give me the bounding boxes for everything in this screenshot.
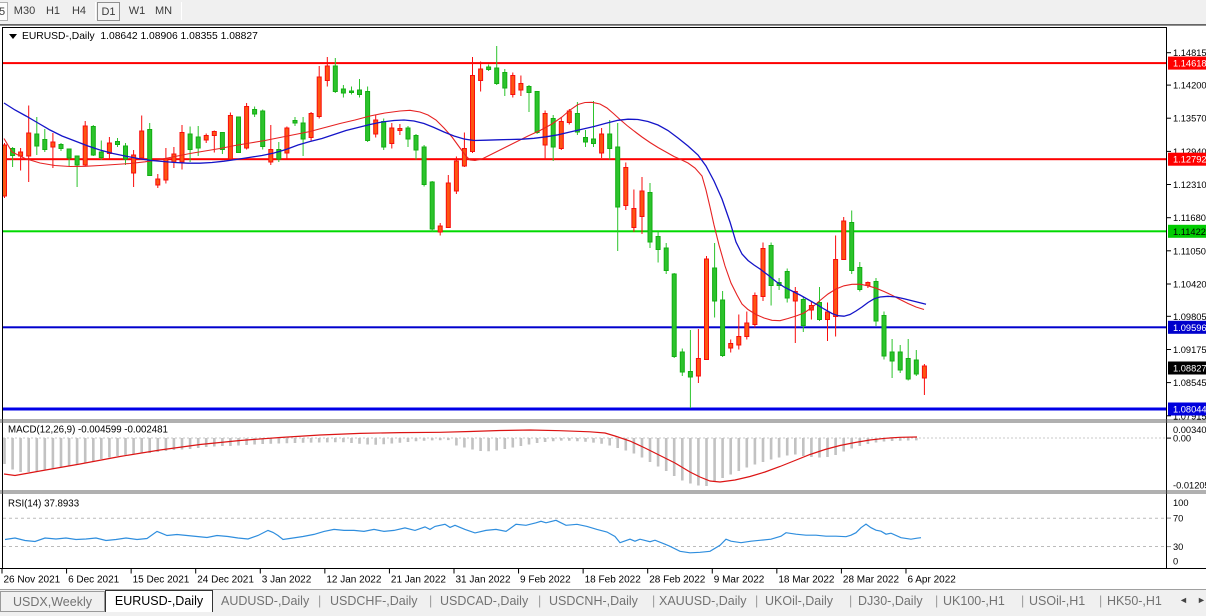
svg-text:70: 70 (1173, 514, 1183, 524)
svg-text:18 Feb 2022: 18 Feb 2022 (585, 575, 642, 586)
svg-text:1.13570: 1.13570 (1173, 114, 1206, 124)
svg-text:1.09175: 1.09175 (1173, 345, 1206, 355)
svg-text:0.003408: 0.003408 (1173, 425, 1206, 435)
svg-text:1.14200: 1.14200 (1173, 81, 1206, 91)
svg-text:1.11050: 1.11050 (1173, 246, 1206, 256)
svg-text:9 Feb 2022: 9 Feb 2022 (520, 575, 571, 586)
svg-text:-0.01205: -0.01205 (1173, 481, 1206, 491)
svg-text:15 Dec 2021: 15 Dec 2021 (133, 575, 190, 586)
svg-text:1.14815: 1.14815 (1173, 48, 1206, 58)
svg-text:1.09596: 1.09596 (1173, 323, 1206, 333)
svg-text:30: 30 (1173, 542, 1183, 552)
svg-text:0: 0 (1173, 557, 1178, 567)
svg-text:RSI(14) 37.8933: RSI(14) 37.8933 (8, 499, 79, 510)
svg-text:MACD(12,26,9) -0.004599 -0.002: MACD(12,26,9) -0.004599 -0.002481 (8, 425, 168, 436)
svg-text:1.08044: 1.08044 (1173, 405, 1206, 415)
svg-text:EURUSD-,Daily 1.08642 1.08906: EURUSD-,Daily 1.08642 1.08906 1.08355 1.… (22, 31, 258, 42)
svg-text:100: 100 (1173, 498, 1189, 508)
svg-text:18 Mar 2022: 18 Mar 2022 (778, 575, 835, 586)
svg-text:1.08545: 1.08545 (1173, 378, 1206, 388)
svg-text:28 Feb 2022: 28 Feb 2022 (649, 575, 706, 586)
svg-text:12 Jan 2022: 12 Jan 2022 (326, 575, 381, 586)
svg-text:3 Jan 2022: 3 Jan 2022 (262, 575, 312, 586)
svg-text:26 Nov 2021: 26 Nov 2021 (4, 575, 61, 586)
svg-text:28 Mar 2022: 28 Mar 2022 (843, 575, 900, 586)
svg-text:0.00: 0.00 (1173, 434, 1191, 444)
svg-text:1.12792: 1.12792 (1173, 155, 1206, 165)
svg-text:31 Jan 2022: 31 Jan 2022 (455, 575, 510, 586)
svg-text:1.11422: 1.11422 (1173, 227, 1206, 237)
svg-text:1.12940: 1.12940 (1173, 147, 1206, 157)
svg-text:1.07915: 1.07915 (1173, 411, 1206, 421)
svg-text:6 Dec 2021: 6 Dec 2021 (68, 575, 120, 586)
svg-text:21 Jan 2022: 21 Jan 2022 (391, 575, 446, 586)
svg-text:9 Mar 2022: 9 Mar 2022 (714, 575, 765, 586)
svg-text:1.11680: 1.11680 (1173, 213, 1206, 223)
svg-text:24 Dec 2021: 24 Dec 2021 (197, 575, 254, 586)
svg-text:1.08827: 1.08827 (1173, 364, 1206, 374)
svg-text:1.12310: 1.12310 (1173, 180, 1206, 190)
svg-text:1.10420: 1.10420 (1173, 280, 1206, 290)
svg-text:6 Apr 2022: 6 Apr 2022 (907, 575, 956, 586)
svg-text:1.14618: 1.14618 (1173, 59, 1206, 69)
svg-text:1.09805: 1.09805 (1173, 312, 1206, 322)
